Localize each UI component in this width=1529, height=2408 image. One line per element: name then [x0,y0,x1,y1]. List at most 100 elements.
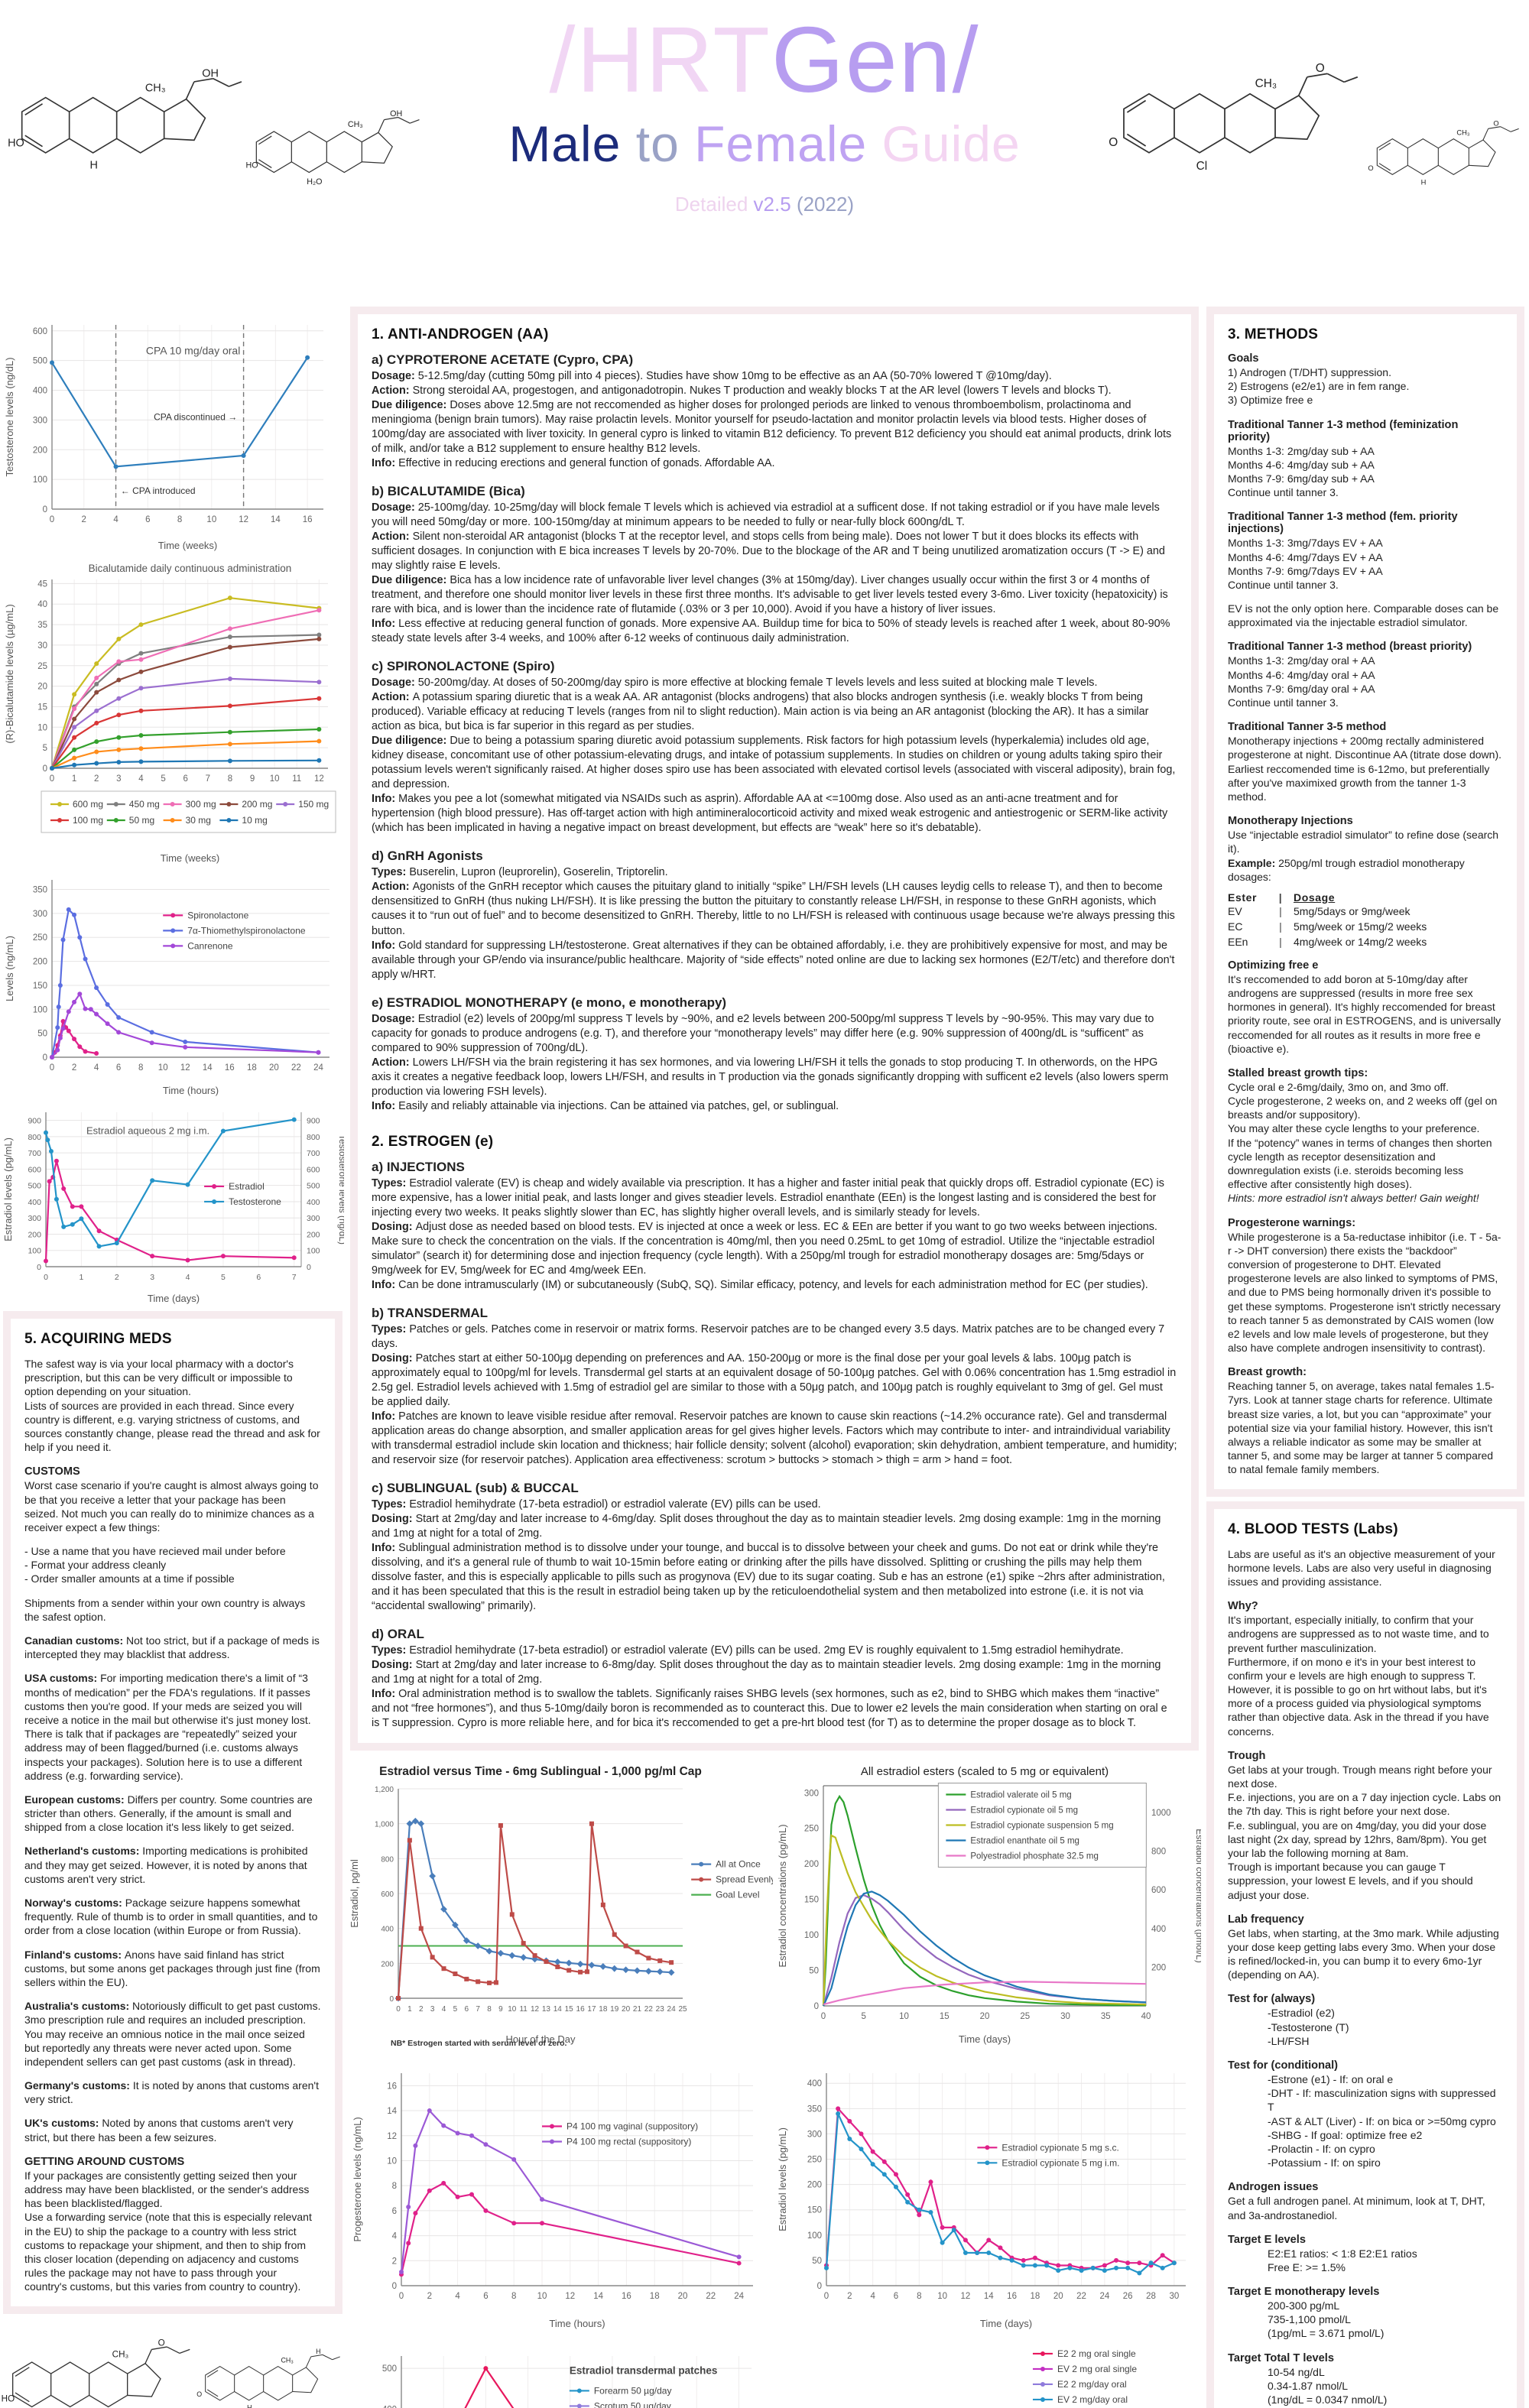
table-cell: 5mg/week or 15mg/2 weeks [1294,920,1427,933]
table-separator: | [1279,936,1282,949]
svg-text:1: 1 [71,774,76,784]
subheading: c) SUBLINGUAL (sub) & BUCCAL [372,1480,579,1495]
labeled-paragraph: Norway's customs: Package seizure happen… [24,1896,321,1938]
field-text: Easily and reliably attainable via injec… [398,1099,839,1112]
svg-text:500: 500 [32,357,47,366]
paragraph: Cycle oral e 2-6mg/daily, 3mo on, and 3m… [1228,1080,1449,1093]
table-cell: EV [1228,904,1242,917]
svg-text:24: 24 [313,1063,323,1073]
svg-text:400: 400 [32,387,47,396]
svg-text:4: 4 [186,1273,190,1282]
svg-text:150: 150 [32,982,47,991]
field-label: UK's customs: [24,2117,102,2130]
svg-text:20: 20 [678,2292,688,2301]
svg-text:All at Once: All at Once [716,1859,761,1870]
svg-text:400: 400 [307,1198,320,1207]
svg-text:Time (weeks): Time (weeks) [157,540,217,551]
svg-text:Time (days): Time (days) [980,2318,1032,2329]
svg-text:O: O [1493,119,1498,127]
svg-text:H: H [316,2348,320,2355]
svg-text:5: 5 [161,774,165,784]
svg-text:10: 10 [157,1063,167,1073]
subheading: e) ESTRADIOL MONOTHERAPY (e mono, e mono… [372,995,727,1010]
indented-item: -Estradiol (e2) [1268,2007,1335,2020]
svg-text:CPA 10 mg/day oral: CPA 10 mg/day oral [145,345,239,357]
svg-text:20: 20 [1053,2292,1063,2301]
labeled-paragraph: Info: Sublingual administration method i… [372,1541,1177,1614]
svg-text:7α-Thiomethylspironolactone: 7α-Thiomethylspironolactone [187,925,306,936]
svg-text:12: 12 [239,515,248,524]
labeled-paragraph: UK's customs: Noted by anons that custom… [24,2116,321,2144]
labeled-paragraph: Info: Gold standard for suppressing LH/t… [372,939,1177,982]
svg-text:OH: OH [202,68,219,80]
spacer [1228,803,1503,813]
labeled-paragraph: Due diligence: Doses above 12.5mg are no… [372,398,1177,456]
indented-item: -LH/FSH [1268,2034,1310,2047]
svg-text:250: 250 [807,2156,822,2165]
field-label: Action: [372,691,413,704]
labeled-paragraph: Action: Silent non-steroidal AR antagoni… [372,530,1177,573]
field-text: Strong steroidal AA, progestogen, and an… [412,385,1112,398]
paragraph: Labs are useful as it's an objective mea… [1228,1547,1495,1588]
svg-text:Polyestradiol phosphate 32.5 m: Polyestradiol phosphate 32.5 mg [970,1852,1099,1861]
svg-text:0: 0 [817,2282,822,2291]
estradiol-esters-chart: 0 50 100 150 200 250 300 0 5 10 15 20 25 30 35 40 200 400… [776,1760,1201,2048]
svg-text:0: 0 [37,1263,41,1272]
version-word: Detailed [674,193,748,216]
spacer [1228,499,1503,509]
field-label: Dosage: [372,501,418,514]
subheading: Trough [1228,1749,1266,1762]
svg-text:Estradiol cypionate suspension: Estradiol cypionate suspension 5 mg [970,1822,1113,1831]
svg-text:8: 8 [487,2005,492,2014]
section-title: 4. BLOOD TESTS (Labs) [1228,1520,1398,1537]
subtitle-word: Guide [881,115,1021,173]
field-label: Info: [372,457,399,470]
svg-text:5: 5 [862,2012,866,2021]
page-subtitle: Male to Female Guide [428,115,1101,173]
field-text: Differs per country. Some countries are … [24,1793,313,1834]
svg-text:23: 23 [656,2005,665,2014]
svg-text:10: 10 [537,2292,547,2301]
spacer [1228,1902,1503,1912]
paragraph: Get labs, when starting, at the 3mo mark… [1228,1926,1499,1981]
labeled-paragraph: Due diligence: Due to being a potassium … [372,734,1177,792]
spacer [24,2106,321,2116]
table-cell: 5mg/5days or 9mg/week [1294,904,1411,917]
spacer [372,1468,1177,1478]
svg-text:EV 2 mg/day oral: EV 2 mg/day oral [1057,2394,1128,2405]
paragraph: 1) Androgen (T/DHT) suppression. [1228,366,1391,378]
paragraph: - Order smaller amounts at a time if pos… [24,1572,235,1585]
spacer [372,646,1177,656]
svg-text:HO: HO [2,2393,15,2403]
spacer [1228,1738,1503,1748]
field-text: Can be done intramuscularly (IM) or subc… [398,1278,1148,1291]
paragraph: - Format your address cleanly [24,1559,167,1572]
subheading: c) SPIRONOLACTONE (Spiro) [372,659,555,674]
subheading: Breast growth: [1228,1366,1307,1379]
blood-tests-blocks: Labs are useful as it's an objective mea… [1228,1547,1503,2408]
svg-text:15: 15 [940,2012,950,2021]
svg-text:150: 150 [807,2206,822,2215]
labeled-paragraph: Types: Buserelin, Lupron (leuprorelin), … [372,865,1177,880]
paragraph: Months 7-9: 6mg/day oral + AA [1228,682,1375,695]
estradiol-structure-drawing: HO OH CH₃ H [8,68,242,172]
field-text: Silent non-steroidal AR antagonist (bloc… [372,531,1165,573]
svg-text:9: 9 [498,2005,503,2014]
svg-text:12: 12 [565,2292,575,2301]
svg-text:12: 12 [387,2132,397,2141]
indented-item: -SHBG - If goal: optimize free e2 [1268,2128,1423,2141]
svg-text:Estradiol concentrations (pmol: Estradiol concentrations (pmol/L) [1194,1829,1201,1962]
svg-text:4: 4 [392,2232,398,2241]
field-label: USA customs: [24,1672,101,1685]
subheading: Progesterone warnings: [1228,1216,1356,1229]
spacer [24,1834,321,1844]
version-word: v2.5 [753,193,791,216]
subheading: a) CYPROTERONE ACETATE (Cypro, CPA) [372,352,634,367]
svg-text:16: 16 [302,515,312,524]
svg-text:Estradiol enanthate oil 5 mg: Estradiol enanthate oil 5 mg [970,1837,1079,1846]
svg-text:CPA discontinued →: CPA discontinued → [154,411,237,422]
field-text: Oral administration method is to swallow… [372,1688,1167,1730]
field-text: Buserelin, Lupron (leuprorelin), Goserel… [409,866,668,879]
field-text: Makes you pee a lot (somewhat mitigated … [372,793,1168,835]
svg-text:6: 6 [115,1063,120,1073]
